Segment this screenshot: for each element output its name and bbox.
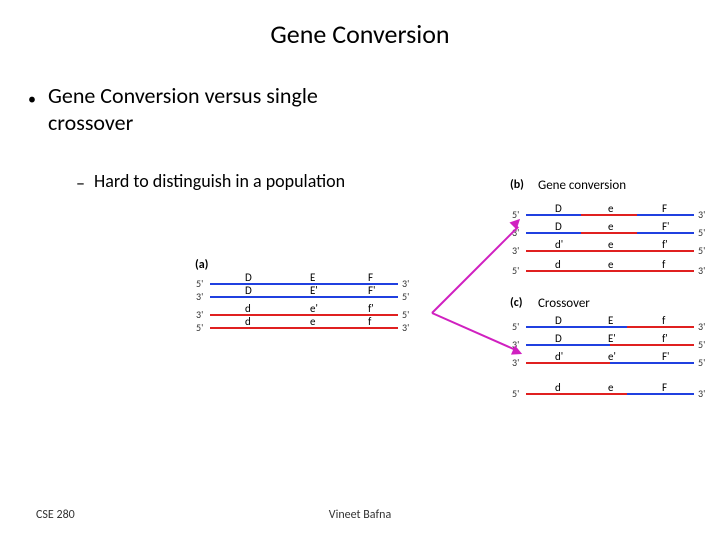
panel-c-allele: F' bbox=[662, 350, 669, 363]
panel-a-allele: d bbox=[245, 315, 251, 328]
slide-title: Gene Conversion bbox=[0, 18, 720, 50]
arrow-shaft bbox=[431, 226, 518, 313]
panel-c-allele: d bbox=[555, 381, 561, 394]
panel-a-end5: 5' bbox=[196, 321, 203, 334]
panel-a-allele: f bbox=[368, 315, 371, 328]
panel-a-end3: 3' bbox=[402, 321, 409, 334]
panel-b-allele: e bbox=[608, 258, 613, 271]
panel-b-end3: 5' bbox=[698, 226, 705, 239]
panel-b-seg bbox=[526, 214, 581, 216]
panel-c-end3: 5' bbox=[698, 338, 705, 351]
bullet-main-text: Gene Conversion versus single crossover bbox=[48, 82, 318, 136]
arrow-shaft bbox=[432, 312, 519, 352]
panel-b-end3: 3' bbox=[698, 208, 705, 221]
panel-a-end5: 3' bbox=[196, 308, 203, 321]
panel-a-end5: 5' bbox=[196, 277, 203, 290]
panel-c-seg bbox=[610, 362, 694, 364]
bullet-sub: – Hard to distinguish in a population bbox=[94, 170, 374, 192]
panel-a-allele: D bbox=[245, 284, 252, 297]
bullet-dot: • bbox=[28, 90, 36, 109]
panel-c-allele: D bbox=[555, 314, 562, 327]
panel-a-end3: 3' bbox=[402, 277, 409, 290]
panel-a-end3: 5' bbox=[402, 290, 409, 303]
panel-a-allele: e' bbox=[310, 302, 318, 315]
panel-c-seg bbox=[627, 393, 694, 395]
panel-a-end3: 5' bbox=[402, 308, 409, 321]
panel-c-allele: e bbox=[608, 381, 613, 394]
panel-c-allele: D bbox=[555, 332, 562, 345]
panel-b-allele: F' bbox=[662, 220, 669, 233]
panel-c-seg bbox=[526, 362, 610, 364]
panel-b-end3: 3' bbox=[698, 264, 705, 277]
panel-a-allele: F bbox=[368, 271, 373, 284]
panel-b-label: (b) bbox=[510, 178, 524, 192]
panel-c-allele: F bbox=[662, 381, 667, 394]
panel-c-seg bbox=[526, 344, 610, 346]
bullet-dash: – bbox=[76, 172, 85, 194]
panel-c-allele: E' bbox=[608, 332, 616, 345]
panel-a-allele: D bbox=[245, 271, 252, 284]
panel-b-allele: e bbox=[608, 220, 613, 233]
panel-c-label: (c) bbox=[510, 296, 523, 310]
panel-a-end5: 3' bbox=[196, 290, 203, 303]
panel-b-allele: D bbox=[555, 220, 562, 233]
panel-b-allele: D bbox=[555, 202, 562, 215]
panel-c-seg bbox=[610, 344, 694, 346]
panel-b-allele: e bbox=[608, 238, 613, 251]
panel-c-allele: d' bbox=[555, 350, 563, 363]
panel-b-allele: F bbox=[662, 202, 667, 215]
panel-b-end5: 5' bbox=[512, 264, 519, 277]
panel-c-title: Crossover bbox=[538, 296, 590, 311]
panel-c-end3: 5' bbox=[698, 356, 705, 369]
panel-a-allele: E' bbox=[310, 284, 318, 297]
panel-a-allele: F' bbox=[368, 284, 375, 297]
panel-c-end3: 3' bbox=[698, 387, 705, 400]
panel-a-allele: e bbox=[310, 315, 315, 328]
panel-b-allele: f bbox=[662, 258, 665, 271]
panel-b-seg bbox=[526, 232, 581, 234]
panel-c-allele: f bbox=[662, 314, 665, 327]
panel-b-allele: e bbox=[608, 202, 613, 215]
panel-c-end5: 5' bbox=[512, 320, 519, 333]
panel-b-allele: f' bbox=[662, 238, 668, 251]
panel-b-allele: d' bbox=[555, 238, 563, 251]
panel-c-allele: E bbox=[608, 314, 613, 327]
panel-b-end3: 5' bbox=[698, 244, 705, 257]
panel-a-label: (a) bbox=[195, 258, 208, 272]
panel-b-title: Gene conversion bbox=[538, 178, 626, 193]
panel-c-allele: e' bbox=[608, 350, 616, 363]
panel-a-allele: E bbox=[310, 271, 315, 284]
panel-c-end3: 3' bbox=[698, 320, 705, 333]
panel-c-seg bbox=[627, 326, 694, 328]
panel-a-allele: f' bbox=[368, 302, 374, 315]
bullet-sub-text: Hard to distinguish in a population bbox=[94, 170, 345, 192]
panel-c-allele: f' bbox=[662, 332, 668, 345]
footer-center: Vineet Bafna bbox=[0, 508, 720, 522]
panel-a-allele: d bbox=[245, 302, 251, 315]
panel-c-end5: 5' bbox=[512, 387, 519, 400]
bullet-main: • Gene Conversion versus single crossove… bbox=[48, 82, 368, 136]
panel-b-end5: 3' bbox=[512, 244, 519, 257]
panel-b-allele: d bbox=[555, 258, 561, 271]
